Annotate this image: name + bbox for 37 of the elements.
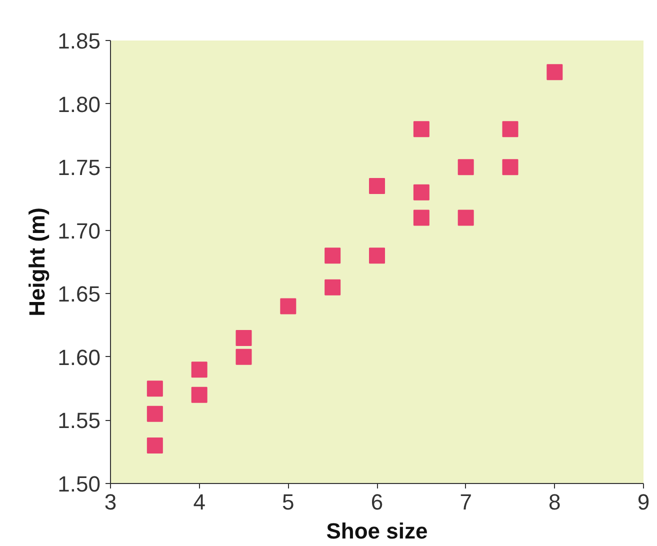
point [369,248,385,264]
x-tick-label: 3 [104,490,117,514]
point [324,248,341,264]
point [191,362,208,378]
x-tick-label: 9 [637,490,650,514]
y-tick-label: 1.80 [58,92,101,117]
point [236,330,252,346]
y-tick-label: 1.85 [58,28,101,54]
y-tick-label: 1.75 [58,155,101,180]
x-axis-title: Shoe size [326,518,428,544]
x-tick-label: 7 [460,490,472,514]
point [546,64,563,80]
y-tick-label: 1.50 [58,472,101,496]
point [413,210,430,226]
point [413,184,430,200]
point [146,406,163,422]
point [502,121,518,138]
x-tick-label: 6 [370,490,384,514]
point [458,210,474,226]
x-tick-label: 8 [548,490,561,514]
y-tick-label: 1.55 [58,408,101,434]
point [146,438,163,454]
y-tick-label: 1.70 [58,218,101,244]
y-tick-label: 1.65 [58,282,101,307]
y-axis-title: Height (m) [24,208,50,316]
point [324,279,341,296]
point [458,159,474,176]
point [369,178,385,194]
point [146,380,163,397]
point [191,386,208,403]
x-tick-label: 4 [193,490,206,514]
x-tick-label: 5 [282,490,294,514]
point [236,348,252,365]
point [413,121,430,138]
y-tick-label: 1.60 [58,344,101,370]
point [502,159,518,176]
point [280,298,296,314]
